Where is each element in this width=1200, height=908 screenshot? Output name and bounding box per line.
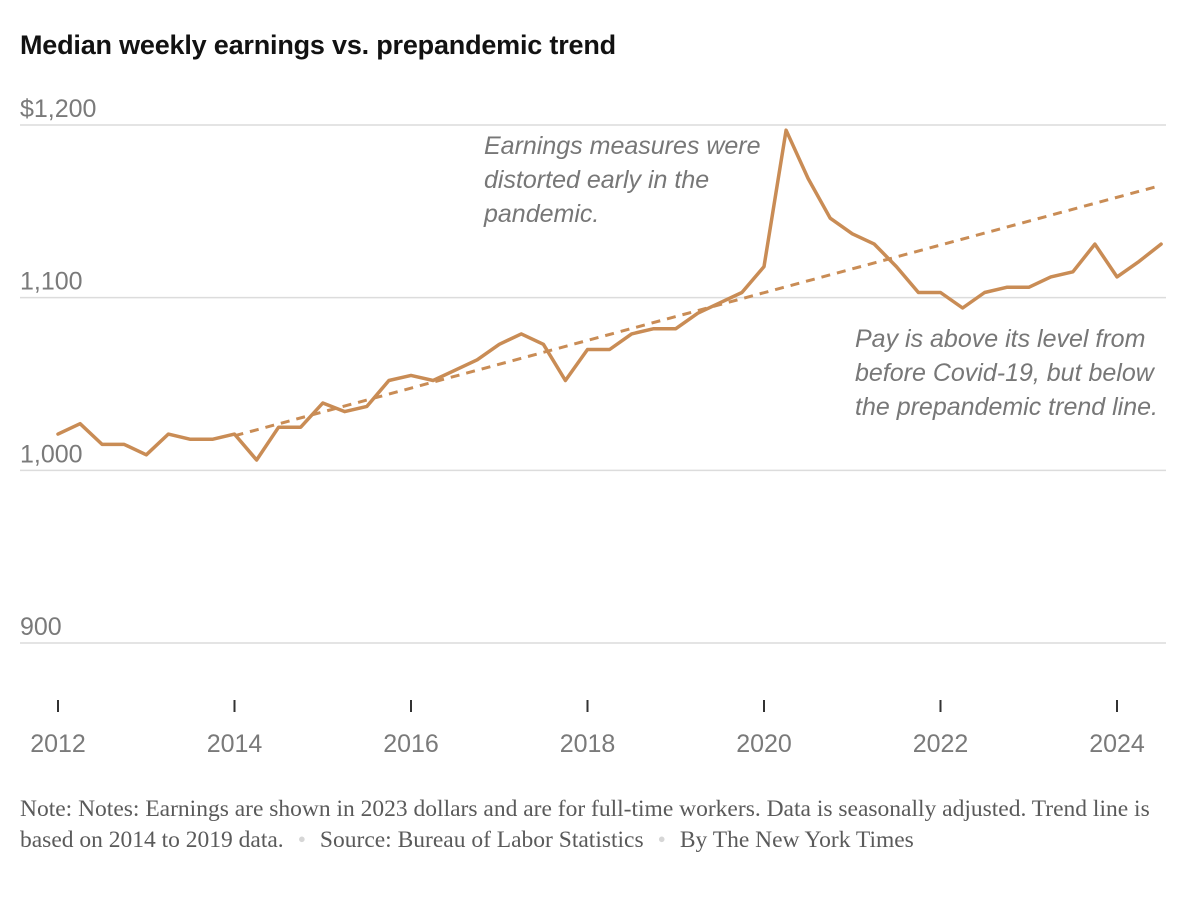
y-tick-label: 1,000 xyxy=(20,440,83,468)
y-tick-label: $1,200 xyxy=(20,95,96,123)
annotation-line: pandemic. xyxy=(483,200,599,228)
footnote: Note: Notes: Earnings are shown in 2023 … xyxy=(20,794,1170,856)
x-tick-label: 2022 xyxy=(913,730,969,758)
annotations: Earnings measures were distorted early in… xyxy=(483,132,1158,421)
earnings-line xyxy=(56,128,1163,462)
x-tick-label: 2012 xyxy=(30,730,86,758)
y-axis-labels: $1,200 1,100 1,000 900 xyxy=(20,95,96,641)
y-tick-label: 1,100 xyxy=(20,268,83,296)
x-tick-label: 2018 xyxy=(560,730,616,758)
annotation: Pay is above its level from before Covid-… xyxy=(855,325,1158,421)
series-layer xyxy=(56,128,1163,462)
grid-layer xyxy=(20,124,1166,644)
annotation-line: the prepandemic trend line. xyxy=(855,393,1158,421)
x-tick-label: 2016 xyxy=(383,730,439,758)
y-tick-label: 900 xyxy=(20,613,62,641)
annotation-line: before Covid-19, but below xyxy=(855,359,1156,387)
footnote-byline: By The New York Times xyxy=(679,827,914,853)
annotation-line: Earnings measures were xyxy=(484,132,761,160)
line-chart: $1,200 1,100 1,000 900 2012 2014 2016 2018 2020… xyxy=(20,95,1166,758)
separator-dot: • xyxy=(657,827,666,853)
x-tick-label: 2020 xyxy=(736,730,792,758)
annotation-line: distorted early in the xyxy=(484,166,709,194)
x-tick-label: 2024 xyxy=(1089,730,1145,758)
footnote-note: Note: Notes: Earnings are shown in 2023 … xyxy=(20,796,1150,853)
annotation-line: Pay is above its level from xyxy=(855,325,1145,353)
annotation: Earnings measures were distorted early in… xyxy=(483,132,761,228)
separator-dot: • xyxy=(297,827,306,853)
x-axis: 2012 2014 2016 2018 2020 2022 2024 xyxy=(30,700,1145,758)
chart-title: Median weekly earnings vs. prepandemic t… xyxy=(20,30,616,60)
x-tick-label: 2014 xyxy=(207,730,263,758)
footnote-source: Source: Bureau of Labor Statistics xyxy=(319,827,644,853)
